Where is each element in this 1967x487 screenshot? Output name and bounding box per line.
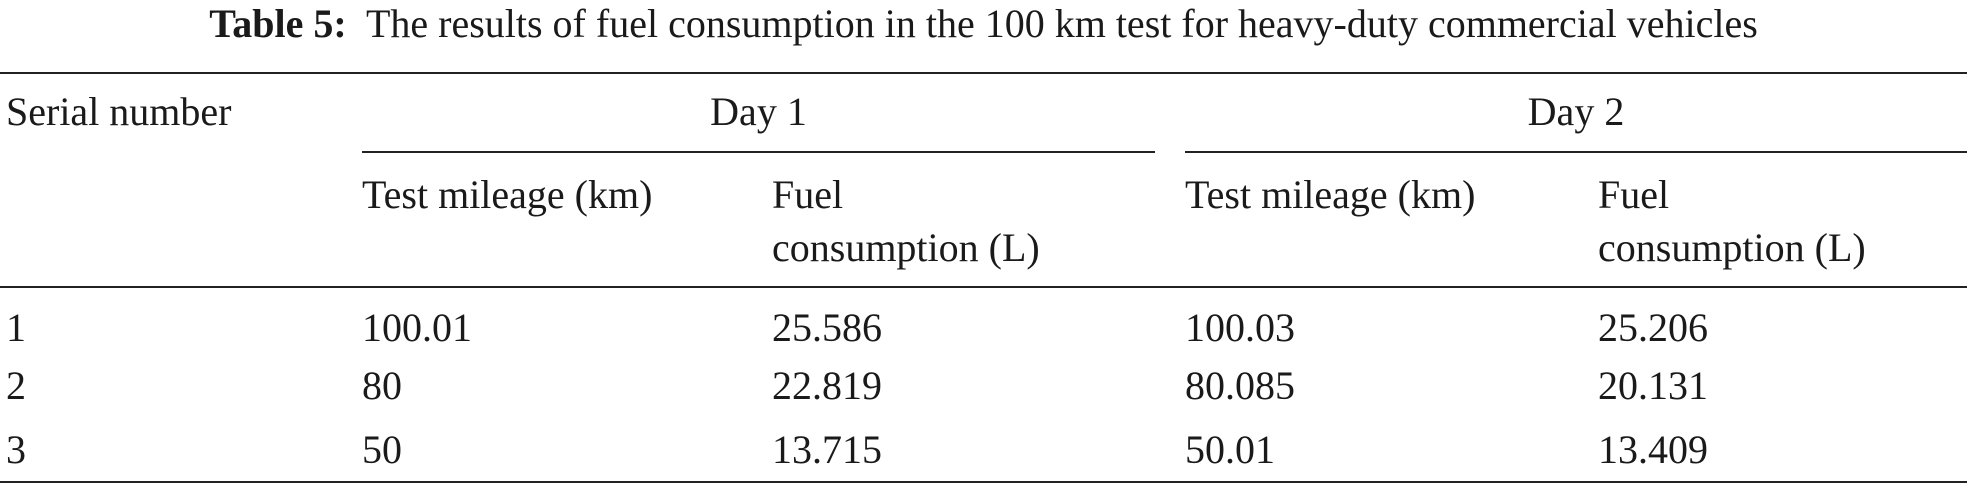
- table-cell: 50.01: [1185, 427, 1275, 472]
- top-rule: [0, 72, 1967, 74]
- table-cell: 3: [6, 427, 26, 472]
- bottom-rule: [0, 481, 1967, 483]
- header-cell: consumption (L): [772, 225, 1040, 270]
- table-cell: 22.819: [772, 363, 882, 408]
- table-cell: 25.206: [1598, 305, 1708, 350]
- table-cell: 1: [6, 305, 26, 350]
- header-cell: Test mileage (km): [362, 172, 653, 217]
- header-cell: Serial number: [6, 89, 232, 134]
- table-cell: 100.01: [362, 305, 472, 350]
- header-cell: Fuel: [1598, 172, 1670, 217]
- group-rule: [362, 151, 1155, 153]
- header-cell: Test mileage (km): [1185, 172, 1476, 217]
- group-header: Day 2: [1527, 89, 1625, 134]
- table-title: The results of fuel consumption in the 1…: [365, 1, 1758, 46]
- table-cell: 13.409: [1598, 427, 1708, 472]
- table-cell: 80.085: [1185, 363, 1295, 408]
- table-caption: Table 5: The results of fuel consumption…: [0, 0, 1967, 48]
- table-cell: 100.03: [1185, 305, 1295, 350]
- header-cell: consumption (L): [1598, 225, 1866, 270]
- group-header: Day 1: [710, 89, 807, 134]
- table-cell: 13.715: [772, 427, 882, 472]
- table-cell: 80: [362, 363, 402, 408]
- table-cell: 25.586: [772, 305, 882, 350]
- table-cell: 20.131: [1598, 363, 1708, 408]
- header-cell: Fuel: [772, 172, 844, 217]
- header-rule: [0, 286, 1967, 288]
- table-cell: 50: [362, 427, 402, 472]
- group-rule: [1185, 151, 1967, 153]
- table-label: Table 5:: [209, 1, 347, 46]
- table-cell: 2: [6, 363, 26, 408]
